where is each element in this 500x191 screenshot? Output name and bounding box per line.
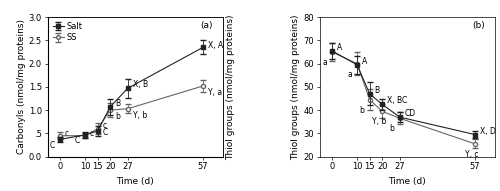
Text: a: a — [322, 58, 327, 67]
Text: a: a — [347, 70, 352, 79]
Text: X, D: X, D — [480, 127, 496, 136]
Text: Y, c: Y, c — [465, 150, 478, 159]
Text: A: A — [337, 43, 342, 52]
Text: b: b — [360, 106, 364, 115]
Y-axis label: Thiol groups (nmol/mg proteins): Thiol groups (nmol/mg proteins) — [226, 14, 235, 160]
Text: Y, a: Y, a — [208, 88, 222, 97]
Text: C: C — [50, 141, 56, 150]
Text: (b): (b) — [472, 21, 485, 30]
Y-axis label: Carbonyls (nmol/mg proteins): Carbonyls (nmol/mg proteins) — [17, 19, 26, 154]
X-axis label: Time (d): Time (d) — [388, 177, 426, 186]
Y-axis label: Thiol groups (nmol/mg proteins): Thiol groups (nmol/mg proteins) — [292, 14, 300, 160]
Text: X, A: X, A — [208, 40, 223, 50]
Text: b: b — [115, 112, 120, 121]
Text: C: C — [102, 128, 108, 137]
Text: X, BC: X, BC — [387, 96, 407, 105]
Text: Y, b: Y, b — [132, 111, 147, 120]
Text: (a): (a) — [200, 21, 212, 30]
Text: A: A — [362, 57, 368, 66]
Text: B: B — [374, 86, 380, 95]
Text: B: B — [115, 99, 120, 108]
Legend: Salt, SS: Salt, SS — [52, 21, 84, 43]
Text: Y, b: Y, b — [372, 117, 386, 126]
Text: C: C — [75, 136, 80, 145]
Text: CD: CD — [404, 109, 416, 118]
Text: c: c — [90, 129, 94, 138]
Text: c: c — [65, 129, 69, 138]
Text: b: b — [390, 124, 394, 133]
Text: X, B: X, B — [132, 80, 148, 89]
Text: c: c — [102, 121, 107, 129]
X-axis label: Time (d): Time (d) — [116, 177, 154, 186]
